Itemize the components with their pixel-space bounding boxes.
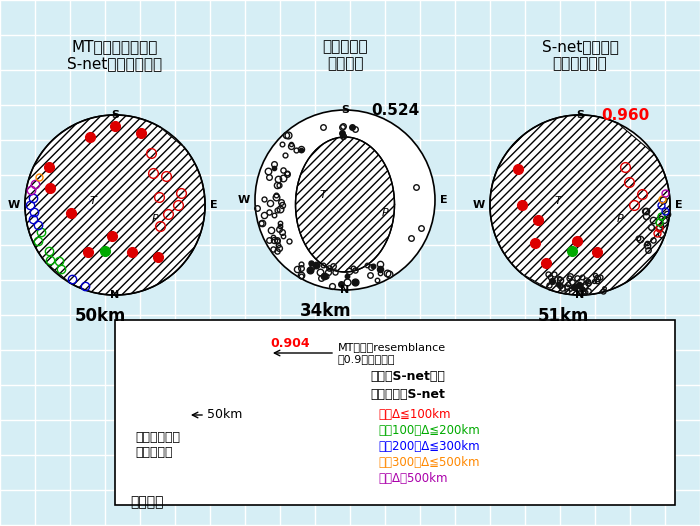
Text: 0.904: 0.904 <box>270 337 309 350</box>
Text: 34km: 34km <box>300 302 351 320</box>
Ellipse shape <box>295 137 395 272</box>
Text: T: T <box>319 190 326 200</box>
Text: 計算に用いた
震源の深さ: 計算に用いた 震源の深さ <box>135 431 180 459</box>
Text: W: W <box>473 200 485 210</box>
Text: P: P <box>281 414 288 425</box>
Text: 50km: 50km <box>75 307 127 325</box>
Polygon shape <box>490 115 670 295</box>
Circle shape <box>190 345 320 475</box>
Text: T: T <box>235 402 242 412</box>
Circle shape <box>25 115 205 295</box>
Text: T: T <box>89 196 96 206</box>
Polygon shape <box>190 345 320 475</box>
Text: 図の凡例: 図の凡例 <box>130 495 164 509</box>
Text: S: S <box>576 110 584 120</box>
Circle shape <box>255 110 435 290</box>
Text: S-net入り震源
陸＋海域構造: S-net入り震源 陸＋海域構造 <box>542 39 618 71</box>
Circle shape <box>490 115 670 295</box>
Text: 紫：Δ＞500km: 紫：Δ＞500km <box>378 472 447 485</box>
Text: P: P <box>617 214 624 224</box>
Text: 50km: 50km <box>207 409 242 421</box>
Text: 黒丸：S-net以外: 黒丸：S-net以外 <box>370 370 445 383</box>
Text: T: T <box>554 196 561 206</box>
Text: E: E <box>210 200 218 210</box>
Text: P: P <box>382 208 389 218</box>
Text: 橙：300＜Δ≦500km: 橙：300＜Δ≦500km <box>378 456 480 469</box>
Text: S: S <box>341 105 349 115</box>
Text: N: N <box>575 290 584 300</box>
Text: 青：200＜Δ≦300km: 青：200＜Δ≦300km <box>378 440 480 453</box>
Text: W: W <box>238 195 250 205</box>
Text: MT解とのresemblance
（0.9以上を赤）: MT解とのresemblance （0.9以上を赤） <box>338 342 446 364</box>
Text: W: W <box>173 405 185 415</box>
Text: 赤：Δ≦100km: 赤：Δ≦100km <box>378 408 451 421</box>
Text: 緑：100＜Δ≦200km: 緑：100＜Δ≦200km <box>378 424 480 437</box>
Text: P: P <box>152 214 159 224</box>
Text: カラー丸：S-net: カラー丸：S-net <box>370 388 445 401</box>
Text: E: E <box>325 405 332 415</box>
Text: 0.960: 0.960 <box>601 108 649 123</box>
FancyBboxPatch shape <box>115 320 675 505</box>
Text: 0.524: 0.524 <box>371 103 419 118</box>
Text: W: W <box>8 200 20 210</box>
Text: S: S <box>111 110 119 120</box>
Text: 51km: 51km <box>538 307 589 325</box>
Text: E: E <box>675 200 682 210</box>
Text: E: E <box>440 195 447 205</box>
Text: 従来の震源
陸域構造: 従来の震源 陸域構造 <box>322 39 368 71</box>
Text: N: N <box>251 470 260 480</box>
Text: MT解（海域構造で
S-netをプロット）: MT解（海域構造で S-netをプロット） <box>67 39 162 71</box>
Text: S: S <box>251 340 259 350</box>
Text: N: N <box>340 285 349 295</box>
Text: N: N <box>111 290 120 300</box>
Polygon shape <box>25 115 205 295</box>
